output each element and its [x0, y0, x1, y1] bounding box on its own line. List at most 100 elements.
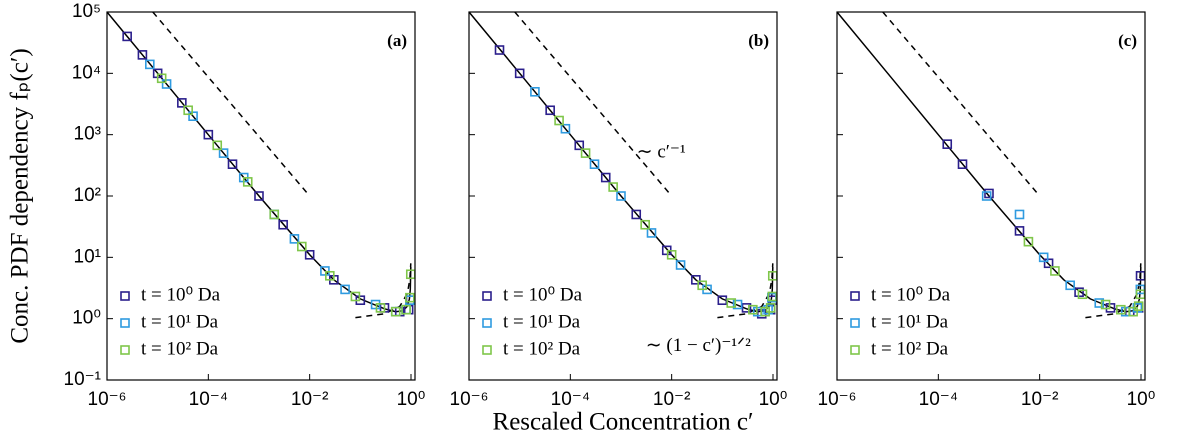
legend-label: t = 10⁰ Da: [141, 284, 221, 305]
marker: [1100, 299, 1111, 310]
marker: [1065, 280, 1075, 291]
marker: [748, 304, 758, 315]
fit-line: [106, 11, 412, 313]
marker: [122, 31, 132, 42]
marker: [741, 303, 752, 313]
x-tick-label: 10⁻⁶: [450, 389, 489, 410]
marker: [600, 172, 611, 183]
legend-marker: [120, 291, 130, 301]
legend-marker: [850, 291, 860, 301]
marker: [574, 140, 585, 151]
legend-marker: [850, 345, 860, 355]
marker: [981, 191, 992, 201]
marker: [765, 303, 776, 313]
fit-line: [836, 11, 1142, 313]
legend-marker: [850, 318, 860, 328]
marker: [942, 139, 953, 149]
marker: [732, 299, 743, 310]
marker: [530, 86, 540, 97]
marker: [304, 249, 315, 260]
x-tick-label: 10⁰: [759, 389, 788, 410]
marker: [697, 280, 707, 291]
legend-label: t = 10⁰ Da: [871, 284, 951, 305]
marker: [640, 219, 650, 230]
marker: [545, 105, 555, 116]
marker: [514, 68, 525, 79]
marker: [616, 191, 626, 201]
legend-marker: [482, 345, 492, 355]
marker: [767, 291, 778, 302]
marker: [188, 111, 198, 122]
x-tick-label: 10⁰: [1127, 389, 1156, 410]
marker: [1050, 266, 1060, 276]
annotation: ∼ c′⁻¹: [637, 141, 686, 162]
marker: [325, 270, 335, 281]
legend-marker: [120, 318, 130, 328]
marker: [390, 306, 401, 317]
marker: [278, 219, 288, 230]
x-tick-label: 10⁻⁶: [88, 389, 127, 410]
panel-label: (b): [748, 31, 769, 50]
marker: [646, 228, 657, 238]
marker: [1043, 258, 1054, 269]
marker: [1023, 236, 1034, 247]
marker: [1077, 289, 1088, 300]
marker: [666, 249, 677, 260]
marker: [560, 123, 571, 134]
y-axis-label: Conc. PDF dependency fₚ(c′): [7, 48, 34, 343]
fit-line: [468, 11, 774, 313]
x-tick-label: 10⁰: [397, 389, 426, 410]
marker: [350, 291, 361, 302]
marker: [177, 98, 187, 108]
legend-label: t = 10¹ Da: [503, 311, 581, 332]
marker: [203, 129, 214, 140]
y-tick-label: 10⁵: [72, 1, 101, 22]
marker: [218, 148, 229, 158]
marker: [254, 191, 264, 201]
y-tick-label: 10²: [74, 185, 101, 206]
marker: [297, 241, 307, 252]
marker: [608, 182, 618, 192]
marker: [1133, 301, 1144, 311]
legend-label: t = 10⁰ Da: [503, 284, 583, 305]
marker: [242, 177, 253, 187]
marker: [494, 45, 505, 55]
plot-frame: [468, 11, 778, 381]
marker: [1128, 306, 1138, 317]
legend-label: t = 10² Da: [503, 338, 581, 359]
y-tick-label: 10³: [74, 124, 101, 145]
marker: [589, 159, 600, 169]
marker: [375, 303, 386, 313]
marker: [405, 292, 415, 303]
legend-label: t = 10² Da: [871, 338, 949, 359]
fit-line: [717, 263, 774, 319]
panel-label: (c): [1118, 31, 1137, 50]
marker: [984, 188, 994, 199]
marker: [1135, 284, 1146, 295]
panel-label: (a): [387, 31, 407, 50]
legend-marker: [482, 291, 492, 301]
legend-marker: [120, 345, 130, 355]
y-tick-label: 10⁰: [72, 308, 101, 329]
marker: [289, 234, 300, 244]
marker: [137, 50, 148, 60]
x-tick-label: 10⁻²: [653, 389, 691, 410]
y-tick-label: 10¹: [74, 246, 101, 267]
marker: [717, 295, 728, 306]
x-tick-label: 10⁻⁴: [189, 389, 228, 410]
marker: [401, 304, 411, 315]
marker: [1014, 209, 1025, 220]
x-tick-label: 10⁻⁴: [919, 389, 958, 410]
marker: [1014, 226, 1025, 236]
fit-line: [882, 11, 1041, 197]
x-axis-label: Rescaled Concentration c′: [493, 409, 754, 436]
fit-line: [152, 11, 311, 197]
marker: [340, 284, 350, 295]
plot-frame: [836, 11, 1146, 381]
marker: [269, 209, 280, 220]
marker: [1094, 298, 1105, 308]
plot-frame: [106, 11, 416, 381]
marker: [320, 266, 330, 276]
fit-line: [355, 263, 412, 319]
